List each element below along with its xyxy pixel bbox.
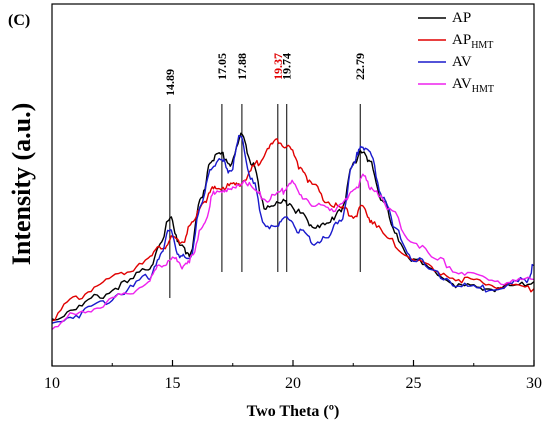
peak-label-19-37: 19.37 (271, 53, 285, 80)
series-line-av (51, 134, 535, 324)
x-tick-label: 10 (44, 375, 60, 392)
series-line-ap (51, 132, 535, 321)
x-axis-ticks: 10 15 20 25 30 (44, 360, 542, 392)
x-tick-label: 15 (165, 375, 181, 392)
legend-label-aphmt: APHMT (452, 32, 493, 51)
x-tick-label: 25 (406, 375, 422, 392)
y-axis-title: Intensity (a.u.) (7, 103, 36, 266)
x-tick-label: 30 (526, 375, 542, 392)
peak-label-17-05: 17.05 (215, 53, 229, 80)
peak-label-22-79: 22.79 (353, 53, 367, 80)
legend-label-avhmt: AVHMT (452, 76, 494, 95)
series-lines (51, 132, 535, 331)
series-line-aphmt (51, 138, 535, 322)
peak-label-19-74: 19.74 (280, 53, 294, 80)
legend-label-ap: AP (452, 10, 471, 26)
peak-label-14-89: 14.89 (163, 69, 177, 96)
legend: AP APHMT AV AVHMT (418, 10, 494, 95)
x-axis-title: Two Theta (º) (247, 403, 340, 420)
panel-label: (C) (8, 12, 30, 29)
series-line-avhmt (51, 173, 535, 331)
x-tick-label: 20 (285, 375, 301, 392)
legend-label-av: AV (452, 54, 472, 70)
peak-label-17-88: 17.88 (235, 53, 249, 80)
